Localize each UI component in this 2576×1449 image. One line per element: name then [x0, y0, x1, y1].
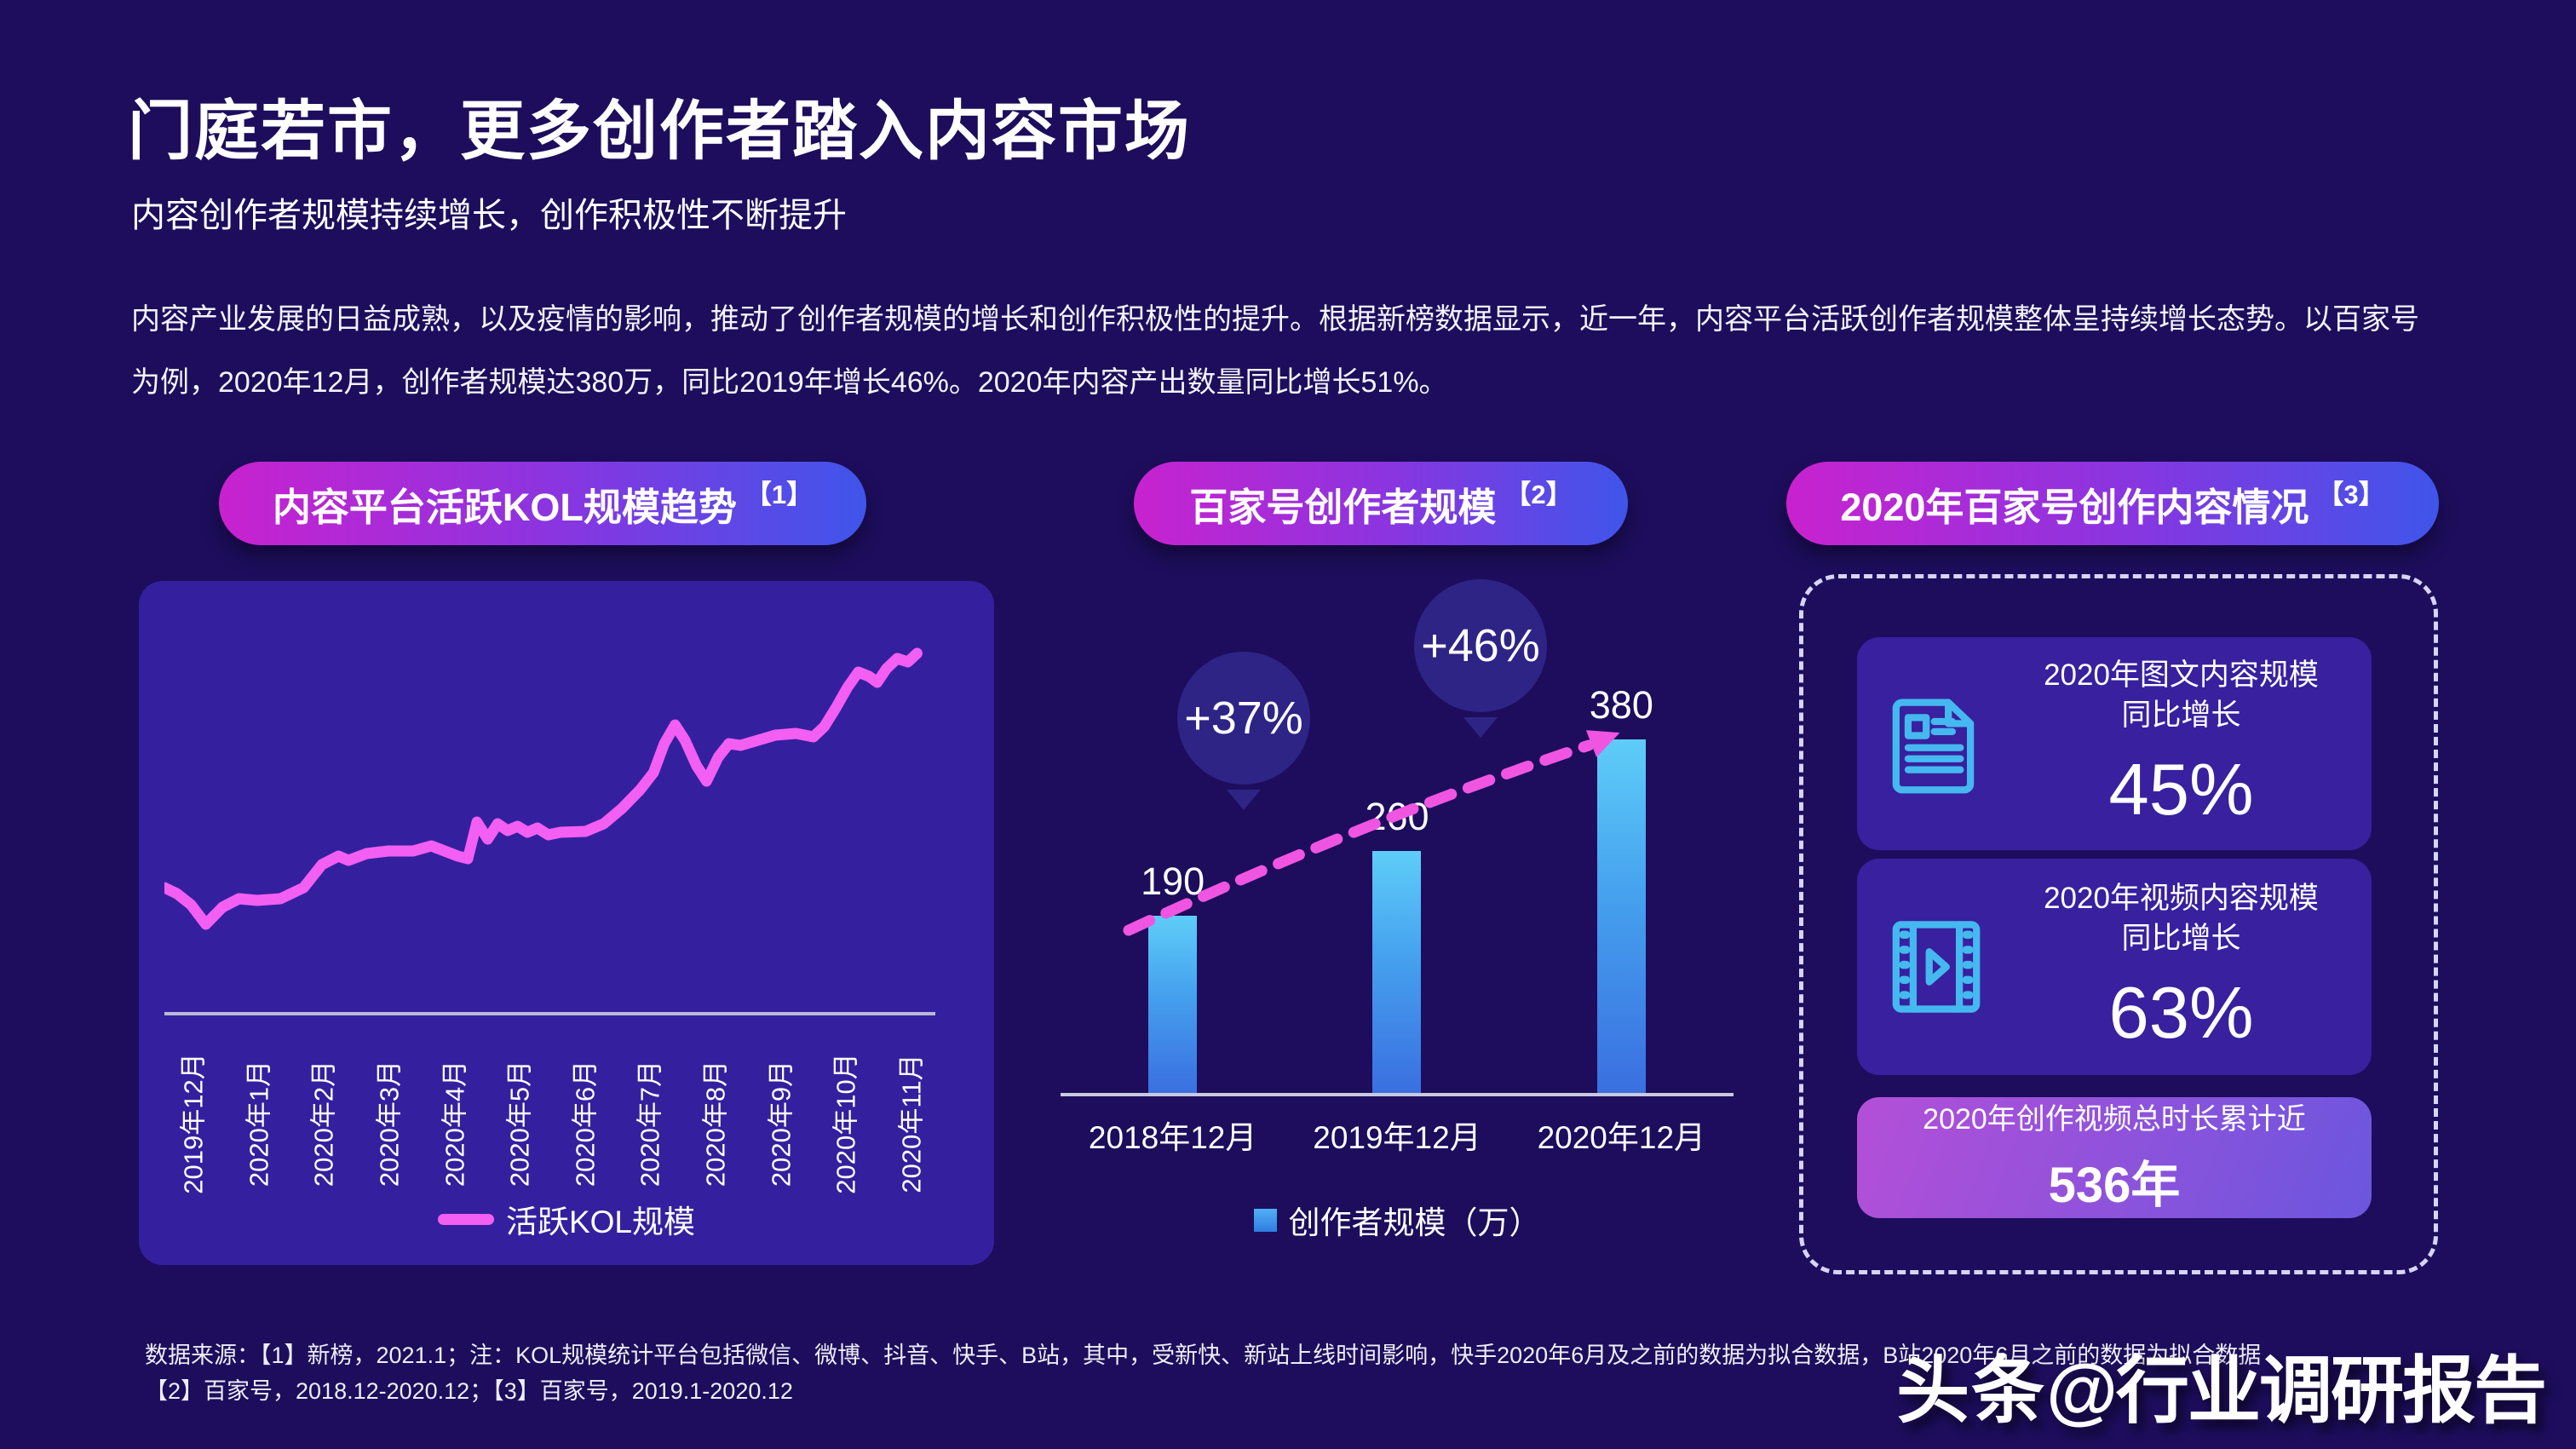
kol-section-header-ref: 【1】	[745, 479, 814, 509]
watermark-handle: @行业调研报告	[2046, 1350, 2547, 1432]
kol-x-tick: 2020年11月	[896, 1053, 927, 1193]
page-title: 门庭若市，更多创作者踏入内容市场	[128, 95, 1191, 168]
kol-legend-label: 活跃KOL规模	[505, 1205, 696, 1239]
bar-value-label: 380	[1589, 683, 1653, 727]
bar-x-axis-line	[1061, 1093, 1734, 1096]
kol-x-tick: 2020年9月	[766, 1060, 796, 1187]
kol-x-tick: 2020年5月	[504, 1060, 535, 1187]
bar	[1148, 916, 1198, 1093]
kol-x-tick: 2020年6月	[570, 1060, 601, 1187]
creator-bar-chart: 190 260 380 2018年12月 2019年12月 2020年12月 创作者规模…	[1061, 664, 1734, 1243]
creator-scale-section-header: 百家号创作者规模 【2】	[1134, 462, 1628, 545]
video-card-line1: 2020年视频内容规模	[2044, 882, 2319, 915]
kol-x-tick: 2019年12月	[178, 1052, 209, 1194]
article-icon	[1857, 693, 2015, 794]
bar-x-label: 2018年12月	[1088, 1120, 1257, 1155]
kol-x-tick: 2020年2月	[308, 1060, 339, 1187]
bar-item: 260	[1365, 795, 1429, 1093]
kol-section-header: 内容平台活跃KOL规模趋势 【1】	[219, 462, 866, 545]
bar	[1372, 851, 1422, 1093]
kol-x-axis-line	[164, 1012, 935, 1015]
page-subtitle: 内容创作者规模持续增长，创作积极性不断提升	[131, 197, 847, 234]
content-header-label: 2020年百家号创作内容情况	[1840, 485, 2309, 529]
toutiao-logo: 头条	[1896, 1350, 2047, 1432]
kol-x-axis-ticks: 2019年12月 2020年1月 2020年2月 2020年3月 2020年4月 2020…	[164, 1027, 935, 1219]
growth-bubble-46-label: +46%	[1421, 620, 1540, 671]
bar-value-label: 190	[1141, 860, 1205, 903]
duration-card-value: 536年	[2048, 1157, 2181, 1213]
kol-legend-line-marker	[437, 1213, 494, 1225]
bar-item: 190	[1141, 860, 1205, 1093]
video-card-line2: 同比增长	[2121, 922, 2241, 955]
growth-bubble-37-label: +37%	[1184, 693, 1303, 744]
intro-paragraph: 内容产业发展的日益成熟，以及疫情的影响，推动了创作者规模的增长和创作积极性的提升…	[131, 303, 2419, 399]
content-dashed-box	[1799, 574, 2438, 1274]
kol-x-tick: 2020年1月	[244, 1060, 274, 1187]
kol-section-header-label: 内容平台活跃KOL规模趋势	[272, 485, 737, 529]
bar-legend-square-marker	[1253, 1208, 1277, 1232]
growth-bubble-37: +37%	[1177, 652, 1310, 785]
article-card-line1: 2020年图文内容规模	[2044, 658, 2319, 692]
content-section-header: 2020年百家号创作内容情况 【3】	[1786, 462, 2439, 545]
footnote-line1: 数据来源：【1】新榜，2021.1；注：KOL规模统计平台包括微信、微博、抖音、…	[145, 1343, 2262, 1368]
article-stat-card: 2020年图文内容规模 同比增长 45%	[1857, 637, 2372, 850]
bar-x-label: 2020年12月	[1537, 1120, 1706, 1155]
kol-x-tick: 2020年4月	[440, 1060, 469, 1187]
kol-trend-line	[164, 647, 923, 930]
kol-x-tick: 2020年7月	[635, 1060, 665, 1187]
kol-x-tick: 2020年3月	[374, 1060, 405, 1187]
bar-x-axis-labels: 2018年12月 2019年12月 2020年12月	[1061, 1096, 1734, 1158]
kol-line-chart	[164, 647, 923, 930]
bar-item: 380	[1590, 683, 1653, 1093]
video-icon	[1857, 917, 2015, 1017]
duration-stat-card: 2020年创作视频总时长累计近 536年	[1857, 1097, 2372, 1218]
duration-card-line1: 2020年创作视频总时长累计近	[1923, 1102, 2306, 1136]
bar-legend: 创作者规模（万）	[1061, 1197, 1734, 1243]
bar-x-label: 2019年12月	[1313, 1120, 1481, 1155]
creator-scale-header-label: 百家号创作者规模	[1189, 485, 1497, 529]
article-card-line2: 同比增长	[2121, 699, 2241, 732]
creator-scale-header-ref: 【2】	[1504, 479, 1573, 509]
kol-x-tick: 2020年8月	[700, 1060, 731, 1187]
growth-bubble-46: +46%	[1414, 579, 1547, 712]
footnote-line2: 【2】百家号，2018.12-2020.12；【3】百家号，2019.1-202…	[145, 1378, 793, 1404]
kol-x-tick: 2020年10月	[831, 1052, 861, 1194]
bar	[1596, 739, 1646, 1093]
content-header-ref: 【3】	[2317, 479, 2385, 509]
bar-value-label: 260	[1365, 795, 1429, 838]
data-source-footnote: 数据来源：【1】新榜，2021.1；注：KOL规模统计平台包括微信、微博、抖音、…	[145, 1337, 2261, 1409]
video-card-value: 63%	[2108, 973, 2254, 1054]
toutiao-watermark: 头条@行业调研报告	[1896, 1331, 2547, 1437]
bar-legend-label: 创作者规模（万）	[1288, 1205, 1541, 1240]
kol-line-chart-panel: 2019年12月 2020年1月 2020年2月 2020年3月 2020年4月 2020…	[139, 581, 994, 1265]
video-stat-card: 2020年视频内容规模 同比增长 63%	[1857, 859, 2372, 1075]
kol-legend: 活跃KOL规模	[139, 1196, 994, 1242]
article-card-value: 45%	[2108, 750, 2254, 831]
bars-row: 190 260 380	[1061, 664, 1734, 1093]
